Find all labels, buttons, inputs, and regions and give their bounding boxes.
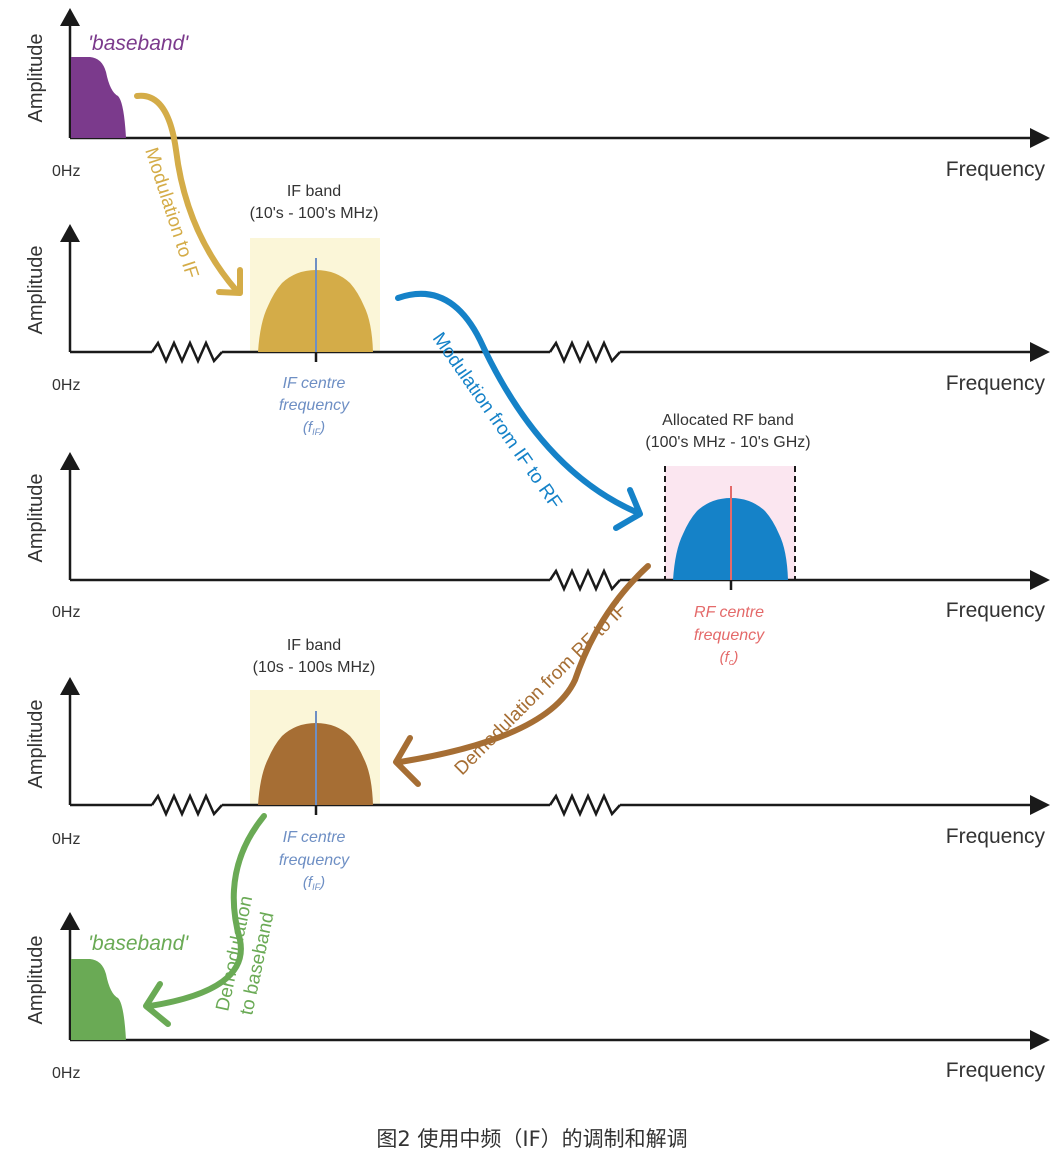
origin-label: 0Hz	[52, 831, 80, 848]
if-centre-label-line2: frequency	[279, 397, 350, 414]
axis-break-left	[150, 792, 223, 818]
panel-if-band: Amplitude 0Hz Frequency IF band (10's - …	[25, 183, 1050, 437]
rf-centre-symbol: (fc)	[720, 649, 739, 667]
arrow-demodulation-rf-to-if: Demodulation from RF to IF	[393, 563, 651, 787]
axis-break-left	[150, 339, 223, 365]
rf-centre-label-line2: frequency	[694, 627, 765, 644]
y-axis-label: Amplitude	[25, 246, 47, 335]
if-centre-label-line1: IF centre	[283, 829, 346, 846]
baseband-output-label: 'baseband'	[88, 932, 189, 955]
x-axis-arrowhead	[1030, 1030, 1050, 1050]
panel-baseband-source: Amplitude 0Hz Frequency 'baseband'	[25, 8, 1050, 181]
y-axis-label: Amplitude	[25, 34, 47, 123]
x-axis-label: Frequency	[946, 372, 1046, 395]
y-axis-label: Amplitude	[25, 936, 47, 1025]
y-axis-arrowhead	[60, 224, 80, 242]
origin-label: 0Hz	[52, 604, 80, 621]
figure-caption: 图2 使用中频（IF）的调制和解调	[376, 1127, 687, 1151]
y-axis-arrowhead	[60, 8, 80, 26]
if-band-range: (10s - 100s MHz)	[253, 659, 376, 676]
x-axis-label: Frequency	[946, 825, 1046, 848]
x-axis-label: Frequency	[946, 599, 1046, 622]
axis-break-right	[548, 339, 621, 365]
if-centre-symbol: (fIF)	[303, 419, 325, 437]
if-centre-label-line1: IF centre	[283, 375, 346, 392]
if-centre-symbol: (fIF)	[303, 874, 325, 892]
arrow-demodulation-to-baseband: Demodulation to baseband	[143, 813, 279, 1027]
if-band-title: IF band	[287, 183, 341, 200]
if-band-title: IF band	[287, 637, 341, 654]
axis-break	[548, 567, 621, 593]
origin-label: 0Hz	[52, 163, 80, 180]
y-axis-arrowhead	[60, 677, 80, 695]
y-axis-label: Amplitude	[25, 700, 47, 789]
rf-band-range: (100's MHz - 10's GHz)	[645, 434, 810, 451]
if-band-range: (10's - 100's MHz)	[250, 205, 379, 222]
x-axis-label: Frequency	[946, 1059, 1046, 1082]
modulation-if-to-rf-label: Modulation from IF to RF	[428, 329, 566, 513]
y-axis-arrowhead	[60, 912, 80, 930]
x-axis-arrowhead	[1030, 342, 1050, 362]
demodulation-rf-to-if-label: Demodulation from RF to IF	[451, 599, 632, 780]
panel-baseband-output: Amplitude 0Hz Frequency 'baseband'	[25, 912, 1050, 1082]
arrow-modulation-to-if: Modulation to IF	[134, 92, 243, 296]
baseband-spectrum	[71, 57, 126, 138]
arrow-modulation-if-to-rf: Modulation from IF to RF	[395, 290, 643, 531]
origin-label: 0Hz	[52, 1065, 80, 1082]
y-axis-arrowhead	[60, 452, 80, 470]
if-centre-label-line2: frequency	[279, 852, 350, 869]
panel-rf-band: Amplitude 0Hz Frequency Allocated RF ban…	[25, 412, 1050, 667]
axis-break-right	[548, 792, 621, 818]
rf-band-title: Allocated RF band	[662, 412, 794, 429]
panel-if-band-demod: Amplitude 0Hz Frequency IF band (10s - 1…	[25, 637, 1050, 892]
baseband-label: 'baseband'	[88, 32, 189, 55]
x-axis-arrowhead	[1030, 128, 1050, 148]
baseband-output-spectrum	[71, 959, 126, 1040]
y-axis-label: Amplitude	[25, 474, 47, 563]
x-axis-label: Frequency	[946, 158, 1046, 181]
x-axis-arrowhead	[1030, 795, 1050, 815]
rf-centre-label-line1: RF centre	[694, 604, 764, 621]
origin-label: 0Hz	[52, 377, 80, 394]
x-axis-arrowhead	[1030, 570, 1050, 590]
